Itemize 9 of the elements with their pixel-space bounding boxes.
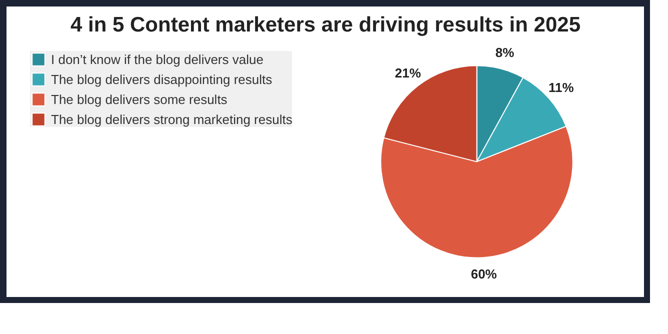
data-label: 21% bbox=[394, 65, 422, 80]
legend-label: The blog delivers some results bbox=[51, 92, 228, 106]
legend-label: The blog delivers disappointing results bbox=[51, 72, 272, 86]
legend-label: The blog delivers strong marketing results bbox=[51, 112, 292, 126]
data-label: 8% bbox=[495, 45, 515, 60]
chart-title: 4 in 5 Content marketers are driving results in 2025 bbox=[70, 14, 581, 36]
data-label: 60% bbox=[470, 266, 498, 282]
legend-label: I don’t know if the blog delivers value bbox=[51, 52, 264, 66]
data-label: 11% bbox=[548, 80, 574, 95]
